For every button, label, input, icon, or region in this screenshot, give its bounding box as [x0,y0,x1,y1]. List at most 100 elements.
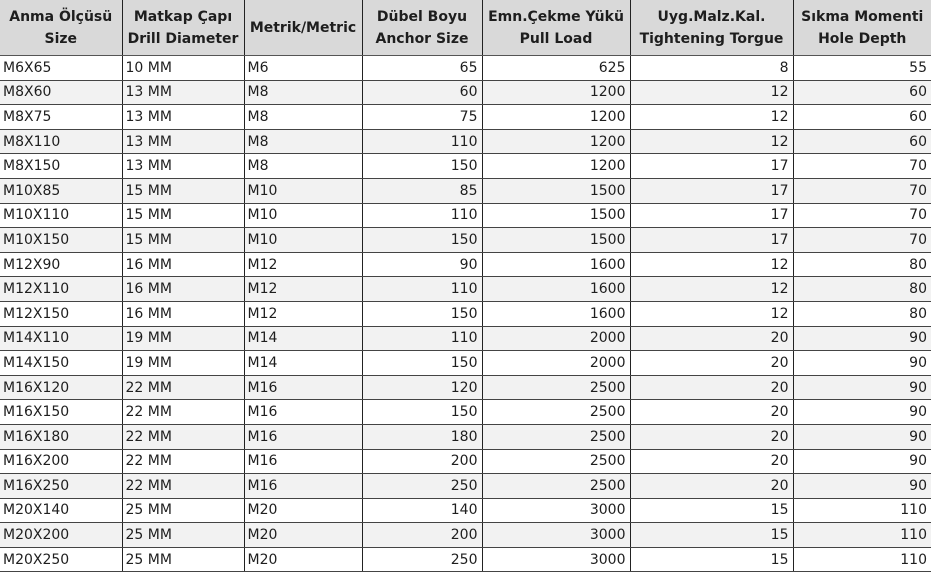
table-cell: 10 MM [122,55,245,81]
table-row: M16X150 22 MM M16 150 2500 20 90 [0,399,931,425]
table-cell: M20 [244,498,363,524]
table-cell: M12 [244,276,363,302]
table-cell: M12X110 [0,276,123,302]
table-cell: 70 [793,203,931,229]
table-cell: 120 [362,375,483,401]
header-label: Tightening Torgue [639,30,784,47]
table-row: M16X120 22 MM M16 120 2500 20 90 [0,375,931,401]
table-cell: M10 [244,203,363,229]
table-cell: 13 MM [122,153,245,179]
table-cell: M12 [244,252,363,278]
table-cell: 15 [630,522,794,548]
column-header: Anma Ölçüsü Size [0,0,123,56]
table-cell: M12X150 [0,301,123,327]
table-cell: M16 [244,424,363,450]
table-cell: 12 [630,276,794,302]
table-cell: M10X110 [0,203,123,229]
table-row: M20X200 25 MM M20 200 3000 15 110 [0,522,931,548]
table-row: M12X110 16 MM M12 110 1600 12 80 [0,276,931,302]
table-cell: 20 [630,449,794,475]
table-cell: M16 [244,449,363,475]
table-cell: 20 [630,473,794,499]
table-cell: 70 [793,227,931,253]
table-cell: 2000 [482,350,631,376]
table-row: M10X150 15 MM M10 150 1500 17 70 [0,227,931,253]
table-cell: 19 MM [122,350,245,376]
table-cell: M14 [244,350,363,376]
table-cell: 19 MM [122,326,245,352]
table-cell: 90 [362,252,483,278]
table-cell: 1600 [482,276,631,302]
table-cell: 20 [630,326,794,352]
table-cell: 150 [362,301,483,327]
table-cell: 22 MM [122,424,245,450]
table-cell: 80 [793,301,931,327]
table-row: M8X75 13 MM M8 75 1200 12 60 [0,104,931,130]
table-cell: 25 MM [122,498,245,524]
table-cell: M16X150 [0,399,123,425]
table-cell: 3000 [482,498,631,524]
table-cell: 140 [362,498,483,524]
table-cell: 1500 [482,203,631,229]
table-cell: M8X60 [0,80,123,106]
table-cell: M16 [244,473,363,499]
table-cell: M20 [244,547,363,573]
table-cell: M20X140 [0,498,123,524]
table-cell: M8X75 [0,104,123,130]
table-cell: 250 [362,473,483,499]
table-cell: 3000 [482,522,631,548]
table-cell: 12 [630,301,794,327]
column-header: Sıkma Momenti Hole Depth [793,0,931,56]
table-cell: 110 [362,326,483,352]
table-cell: 22 MM [122,399,245,425]
table-cell: 85 [362,178,483,204]
header-label: Hole Depth [818,30,907,47]
table-cell: 1200 [482,153,631,179]
table-cell: M10 [244,178,363,204]
table-row: M16X250 22 MM M16 250 2500 20 90 [0,473,931,499]
table-cell: 90 [793,375,931,401]
column-header: Uyg.Malz.Kal. Tightening Torgue [630,0,794,56]
table-cell: 1600 [482,301,631,327]
table-cell: 90 [793,449,931,475]
table-cell: 13 MM [122,104,245,130]
table-row: M8X150 13 MM M8 150 1200 17 70 [0,153,931,179]
table-cell: M10X150 [0,227,123,253]
table-cell: 110 [793,498,931,524]
table-cell: 8 [630,55,794,81]
table-cell: M16X180 [0,424,123,450]
column-header: Matkap Çapı Drill Diameter [122,0,245,56]
table-row: M20X250 25 MM M20 250 3000 15 110 [0,547,931,573]
table-cell: 75 [362,104,483,130]
table-cell: 55 [793,55,931,81]
table-cell: 1600 [482,252,631,278]
table-cell: 22 MM [122,473,245,499]
table-cell: 16 MM [122,301,245,327]
table-row: M10X85 15 MM M10 85 1500 17 70 [0,178,931,204]
table-cell: 2500 [482,473,631,499]
column-header: Metrik/Metric [244,0,363,56]
table-cell: M8X110 [0,129,123,155]
table-cell: 60 [362,80,483,106]
table-cell: M16X250 [0,473,123,499]
table-cell: 1200 [482,129,631,155]
table-cell: 3000 [482,547,631,573]
table-cell: 150 [362,350,483,376]
table-cell: 70 [793,153,931,179]
table-cell: M12 [244,301,363,327]
table-cell: M8 [244,80,363,106]
table-cell: 200 [362,522,483,548]
header-label: Emn.Çekme Yükü [488,8,624,25]
column-header: Emn.Çekme Yükü Pull Load [482,0,631,56]
table-cell: 15 MM [122,203,245,229]
table-cell: 22 MM [122,449,245,475]
table-cell: 20 [630,424,794,450]
table-cell: 150 [362,153,483,179]
table-cell: 70 [793,178,931,204]
header-label: Sıkma Momenti [801,8,924,25]
header-label: Metrik/Metric [249,19,357,36]
table-cell: 110 [362,276,483,302]
table-cell: 1500 [482,227,631,253]
table-cell: 17 [630,178,794,204]
